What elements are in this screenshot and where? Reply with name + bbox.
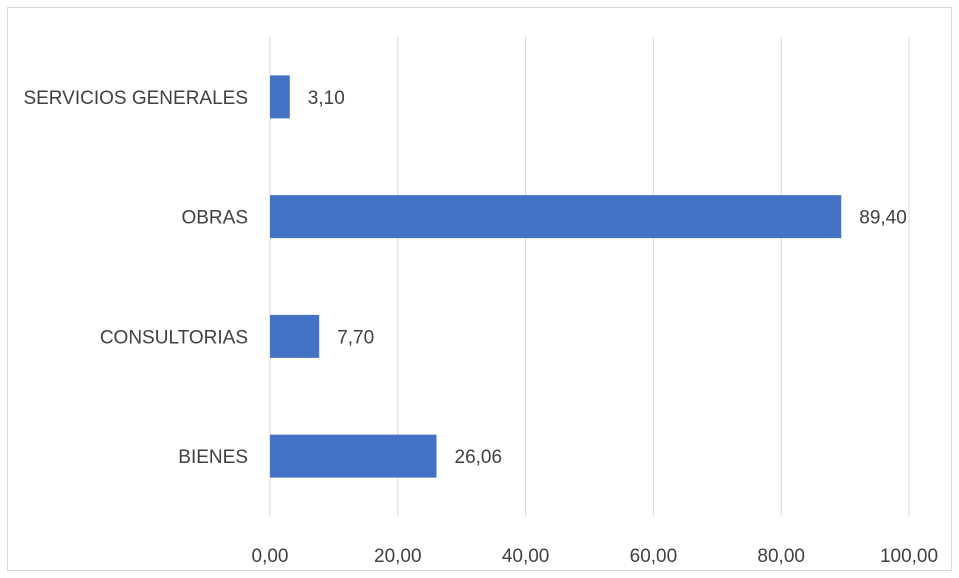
x-tick-label: 40,00 [502, 546, 550, 567]
bar [270, 75, 290, 119]
chart-frame [7, 7, 952, 571]
x-tick-label: 80,00 [757, 546, 805, 567]
category-label: SERVICIOS GENERALES [23, 88, 248, 109]
category-label: OBRAS [181, 208, 248, 229]
bar [270, 195, 842, 239]
bar [270, 434, 437, 478]
category-label: CONSULTORIAS [100, 327, 248, 348]
data-label: 89,40 [859, 208, 907, 229]
data-label: 7,70 [337, 327, 374, 348]
bar [270, 314, 320, 358]
x-tick-label: 60,00 [630, 546, 678, 567]
x-tick-label: 20,00 [374, 546, 422, 567]
data-label: 3,10 [308, 88, 345, 109]
data-label: 26,06 [455, 447, 503, 468]
x-tick-label: 0,00 [252, 546, 289, 567]
labels: 0,00 20,00 40,00 60,00 80,00 100,00 SERVICIOS … [23, 88, 938, 567]
x-tick-label: 100,00 [880, 546, 938, 567]
bars [270, 75, 842, 478]
category-label: BIENES [178, 447, 248, 468]
